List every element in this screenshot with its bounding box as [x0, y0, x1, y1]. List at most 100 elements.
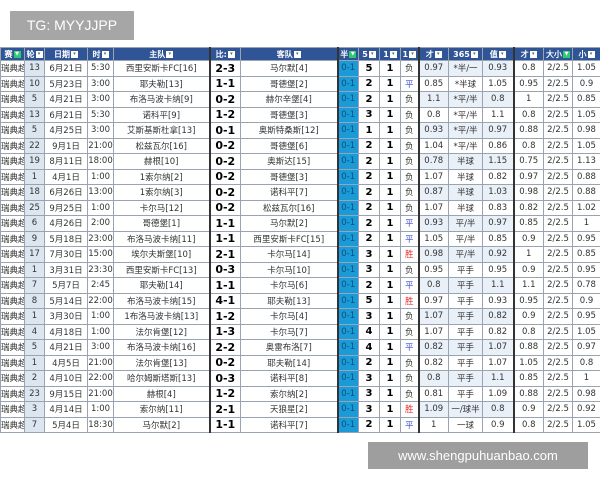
table-cell[interactable]: 0.97: [417, 60, 449, 77]
table-cell[interactable]: 0-1: [336, 246, 359, 263]
table-cell[interactable]: 布洛马波卡纳[11]: [113, 230, 210, 247]
table-cell[interactable]: 瑞典超: [0, 122, 25, 139]
table-cell[interactable]: 0.98: [572, 385, 600, 402]
table-cell[interactable]: 0.75: [512, 153, 544, 170]
table-cell[interactable]: 0.95: [512, 75, 544, 92]
table-cell[interactable]: 西里安斯卡FC[16]: [113, 60, 210, 77]
table-cell[interactable]: 0-1: [336, 323, 359, 340]
table-cell[interactable]: 卡尔马[14]: [240, 246, 338, 263]
table-cell[interactable]: 3: [358, 246, 380, 263]
table-cell[interactable]: 0.95: [482, 261, 514, 278]
table-cell[interactable]: 哈尔姆斯塔斯[13]: [113, 370, 210, 387]
table-cell[interactable]: 2/2.5: [543, 168, 573, 185]
table-cell[interactable]: 1: [572, 215, 600, 232]
table-cell[interactable]: 4-1: [208, 292, 241, 309]
table-cell[interactable]: 0.9: [572, 292, 600, 309]
table-cell[interactable]: 负: [400, 261, 419, 278]
table-cell[interactable]: 1.05: [482, 75, 514, 92]
table-cell[interactable]: 4月25日: [44, 122, 88, 139]
table-cell[interactable]: 0-1: [336, 122, 359, 139]
table-cell[interactable]: 0-1: [336, 184, 359, 201]
table-cell[interactable]: 0.88: [572, 184, 600, 201]
table-cell[interactable]: 负: [400, 385, 419, 402]
table-cell[interactable]: 0.9: [512, 261, 544, 278]
table-cell[interactable]: *半球: [448, 75, 483, 92]
table-cell[interactable]: 1: [379, 215, 401, 232]
table-cell[interactable]: 瑞典超: [0, 354, 25, 371]
table-cell[interactable]: 耶夫勒[14]: [240, 354, 338, 371]
table-cell[interactable]: 9: [24, 230, 45, 247]
table-cell[interactable]: 25: [24, 199, 45, 216]
table-cell[interactable]: 0.97: [572, 339, 600, 356]
table-cell[interactable]: 2: [358, 230, 380, 247]
table-cell[interactable]: 0.93: [482, 292, 514, 309]
table-cell[interactable]: 1: [379, 401, 401, 418]
table-cell[interactable]: 2/2.5: [543, 292, 573, 309]
table-cell[interactable]: 0-1: [336, 277, 359, 294]
table-cell[interactable]: 0-1: [336, 137, 359, 154]
table-cell[interactable]: *平/半: [448, 91, 483, 108]
table-cell[interactable]: 0.88: [572, 168, 600, 185]
table-cell[interactable]: 21:00: [87, 354, 114, 371]
table-cell[interactable]: 0.82: [482, 323, 514, 340]
table-cell[interactable]: 1.1: [512, 277, 544, 294]
table-cell[interactable]: 耶夫勒[14]: [113, 277, 210, 294]
table-cell[interactable]: 3:00: [87, 339, 114, 356]
table-cell[interactable]: 负: [400, 168, 419, 185]
table-cell[interactable]: 0.85: [512, 370, 544, 387]
table-cell[interactable]: 13: [24, 60, 45, 77]
table-cell[interactable]: 2: [358, 277, 380, 294]
table-cell[interactable]: 平手: [448, 385, 483, 402]
table-cell[interactable]: 0-1: [208, 122, 241, 139]
filter-dropdown-icon[interactable]: ▾: [470, 50, 478, 58]
table-cell[interactable]: 瑞典超: [0, 199, 25, 216]
table-cell[interactable]: 0.95: [572, 261, 600, 278]
table-cell[interactable]: 天狼星[2]: [240, 401, 338, 418]
table-cell[interactable]: 负: [400, 91, 419, 108]
table-cell[interactable]: 1.05: [572, 416, 600, 433]
table-cell[interactable]: 1: [379, 106, 401, 123]
table-cell[interactable]: 负: [400, 370, 419, 387]
table-cell[interactable]: 耶夫勒[13]: [113, 75, 210, 92]
table-cell[interactable]: 1.07: [417, 199, 449, 216]
table-cell[interactable]: 2/2.5: [543, 153, 573, 170]
filter-dropdown-icon[interactable]: ▾: [166, 50, 174, 58]
table-cell[interactable]: 2-1: [208, 246, 241, 263]
table-cell[interactable]: 2-2: [208, 339, 241, 356]
table-cell[interactable]: 布洛马波卡纳[16]: [113, 339, 210, 356]
table-cell[interactable]: 瑞典超: [0, 416, 25, 433]
table-cell[interactable]: 1.07: [417, 308, 449, 325]
table-cell[interactable]: 1: [24, 261, 45, 278]
table-cell[interactable]: 0-1: [336, 75, 359, 92]
table-cell[interactable]: 1.13: [572, 153, 600, 170]
table-cell[interactable]: 0.82: [482, 308, 514, 325]
table-cell[interactable]: 瑞典超: [0, 168, 25, 185]
table-cell[interactable]: 0.86: [482, 137, 514, 154]
table-cell[interactable]: 3: [358, 106, 380, 123]
table-cell[interactable]: 2: [358, 215, 380, 232]
table-cell[interactable]: 1.15: [482, 153, 514, 170]
table-cell[interactable]: 0.97: [417, 292, 449, 309]
table-cell[interactable]: 2-3: [208, 60, 241, 77]
filter-dropdown-icon[interactable]: ▾: [35, 50, 43, 58]
table-cell[interactable]: 瑞典超: [0, 184, 25, 201]
table-cell[interactable]: 0.82: [512, 199, 544, 216]
table-cell[interactable]: 1: [572, 370, 600, 387]
table-cell[interactable]: 0.85: [572, 91, 600, 108]
table-cell[interactable]: 23:30: [87, 261, 114, 278]
table-cell[interactable]: 负: [400, 199, 419, 216]
filter-active-icon[interactable]: ▼: [349, 50, 357, 58]
table-cell[interactable]: 22: [24, 137, 45, 154]
table-cell[interactable]: 2/2.5: [543, 339, 573, 356]
filter-dropdown-icon[interactable]: ▾: [71, 50, 78, 58]
table-cell[interactable]: 0.88: [512, 122, 544, 139]
table-cell[interactable]: 西里安斯卡FC[13]: [113, 261, 210, 278]
table-cell[interactable]: 平手: [448, 261, 483, 278]
table-cell[interactable]: 1.1: [482, 277, 514, 294]
table-cell[interactable]: 0.8: [417, 370, 449, 387]
table-cell[interactable]: 0-1: [336, 60, 359, 77]
table-cell[interactable]: 3:00: [87, 75, 114, 92]
table-cell[interactable]: 奥雷布洛[7]: [240, 339, 338, 356]
filter-dropdown-icon[interactable]: ▾: [101, 50, 109, 58]
table-cell[interactable]: 2: [358, 153, 380, 170]
